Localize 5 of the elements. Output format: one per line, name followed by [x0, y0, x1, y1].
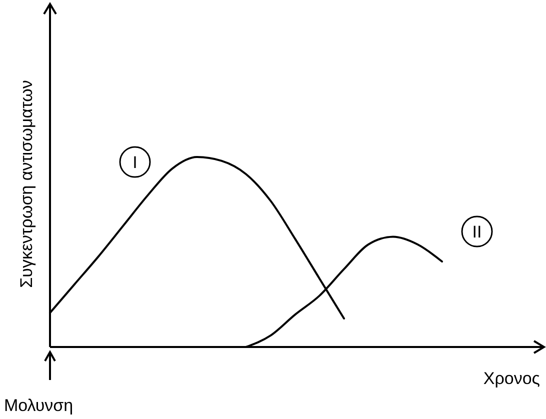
- x-axis-title: Χρονος: [483, 369, 540, 388]
- series-label: I: [132, 153, 138, 172]
- text: Μολυνση: [4, 396, 74, 415]
- text: II: [472, 222, 482, 242]
- y-axis-title: Συγκεντρωση αντισωματων: [17, 80, 36, 288]
